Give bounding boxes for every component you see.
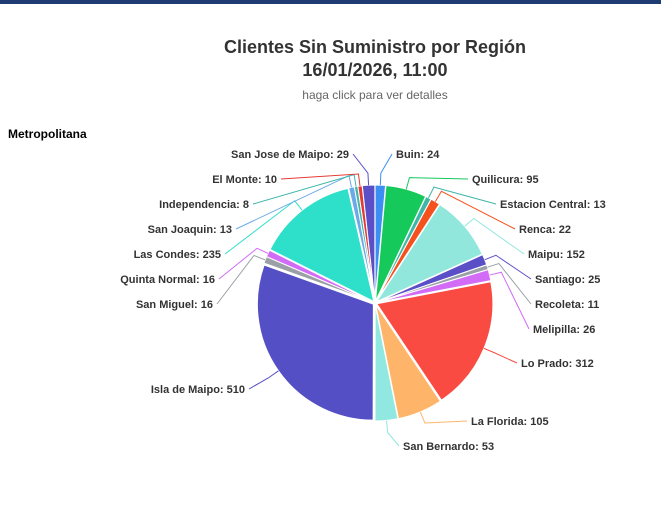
pie-slice-quinta-normal[interactable] [265,249,374,303]
slice-label[interactable]: San Jose de Maipo: 29 [231,149,349,161]
connector-line [218,247,269,280]
pie-slice-isla-de-maipo[interactable] [256,264,374,421]
connector-line [248,370,279,390]
slice-label[interactable]: El Monte: 10 [212,174,277,186]
slice-label[interactable]: La Florida: 105 [471,416,549,428]
pie-slice-melipilla[interactable] [376,268,492,304]
pie-slice-las-condes[interactable] [269,187,375,303]
connector-line [489,271,530,330]
connector-line [434,190,516,230]
pie-slice-san-bernardo[interactable] [374,304,399,422]
slice-label[interactable]: Quilicura: 95 [472,174,539,186]
label-connectors [216,153,532,447]
slice-label[interactable]: Estacion Central: 13 [500,199,606,211]
connector-line [487,262,532,305]
slice-label[interactable]: Santiago: 25 [535,274,600,286]
slice-label[interactable]: San Joaquin: 13 [148,224,232,236]
slice-label[interactable]: San Miguel: 16 [136,299,213,311]
chart-title-date: 16/01/2026, 11:00 [302,60,448,80]
slice-label[interactable]: San Bernardo: 53 [403,441,494,453]
pie-slice-renca[interactable] [375,198,441,302]
connector-line [405,177,469,190]
connector-line [280,173,361,187]
pie-slices [256,184,494,422]
connector-line [484,254,532,280]
slice-label[interactable]: Recoleta: 11 [535,299,599,311]
connector-line [216,254,266,305]
connector-line [464,217,525,255]
connector-line [379,153,393,186]
pie-slice-lo-prado[interactable] [376,281,494,401]
pie-slice-san-jose-de-maipo[interactable] [361,184,376,302]
connector-line [385,420,400,447]
slice-label[interactable]: Renca: 22 [519,224,571,236]
slice-label[interactable]: Independencia: 8 [159,199,249,211]
connector-line [428,186,497,205]
slice-label[interactable]: Lo Prado: 312 [521,358,594,370]
region-label: Metropolitana [8,127,87,141]
slice-label[interactable]: Quinta Normal: 16 [120,274,215,286]
slice-labels: Buin: 24 Quilicura: 95 Estacion Central: 1… [120,149,606,453]
slice-label[interactable]: Las Condes: 235 [134,249,221,261]
connector-line [483,347,518,364]
slice-label[interactable]: Buin: 24 [396,149,440,161]
slice-label[interactable]: Maipu: 152 [528,249,585,261]
chart-title: Clientes Sin Suministro por Región [223,37,527,57]
slice-label[interactable]: Isla de Maipo: 510 [151,384,245,396]
chart-subtitle: haga click para ver detalles [302,88,448,102]
connector-line [419,411,468,424]
slice-label[interactable]: Melipilla: 26 [533,324,595,336]
top-accent-bar [0,0,661,4]
connector-line [352,153,370,186]
connector-line [235,174,352,230]
